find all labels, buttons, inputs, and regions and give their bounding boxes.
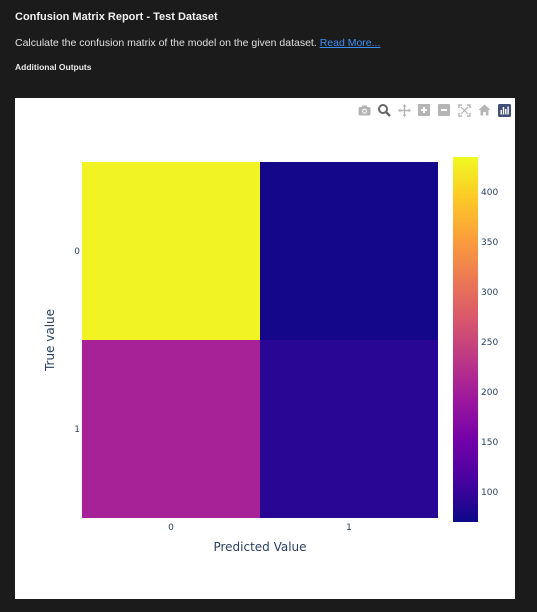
home-icon[interactable] (477, 103, 491, 117)
y-tick-label: 1 (74, 425, 80, 435)
y-axis-title: True value (43, 309, 57, 372)
heatmap-cells (82, 162, 438, 518)
camera-icon[interactable] (357, 103, 371, 117)
y-tick-label: 0 (74, 247, 80, 257)
heatmap-cell-1-1[interactable] (260, 340, 438, 518)
autoscale-icon[interactable] (457, 103, 471, 117)
zoom-in-icon[interactable] (417, 103, 431, 117)
description: Calculate the confusion matrix of the mo… (15, 37, 380, 49)
read-more-link[interactable]: Read More... (319, 37, 381, 49)
colorbar-tick-label: 300 (481, 288, 498, 298)
colorbar-tick-label: 250 (481, 338, 498, 348)
pan-icon[interactable] (397, 103, 411, 117)
colorbar-tick-label: 350 (481, 238, 498, 248)
colorbar-tick-label: 200 (481, 388, 498, 398)
plotly-logo-icon[interactable] (497, 103, 511, 117)
heatmap-cell-0-0[interactable] (82, 162, 260, 340)
x-tick-label: 1 (346, 523, 352, 533)
x-axis-title: Predicted Value (213, 540, 306, 554)
colorbar-ticks: 100 150 200 250 300 350 400 (481, 188, 498, 498)
x-tick-label: 0 (168, 523, 174, 533)
y-axis-ticks: 01 (74, 247, 80, 435)
colorbar (453, 157, 478, 522)
heatmap-cell-1-0[interactable] (82, 340, 260, 518)
colorbar-tick-label: 100 (481, 488, 498, 498)
page-title: Confusion Matrix Report - Test Dataset (15, 11, 218, 23)
plot-modebar (357, 102, 511, 118)
zoom-out-icon[interactable] (437, 103, 451, 117)
colorbar-tick-label: 150 (481, 438, 498, 448)
additional-outputs-heading: Additional Outputs (15, 62, 92, 72)
zoom-icon[interactable] (377, 103, 391, 117)
description-text: Calculate the confusion matrix of the mo… (15, 37, 317, 49)
colorbar-tick-label: 400 (481, 188, 498, 198)
heatmap-cell-0-1[interactable] (260, 162, 438, 340)
